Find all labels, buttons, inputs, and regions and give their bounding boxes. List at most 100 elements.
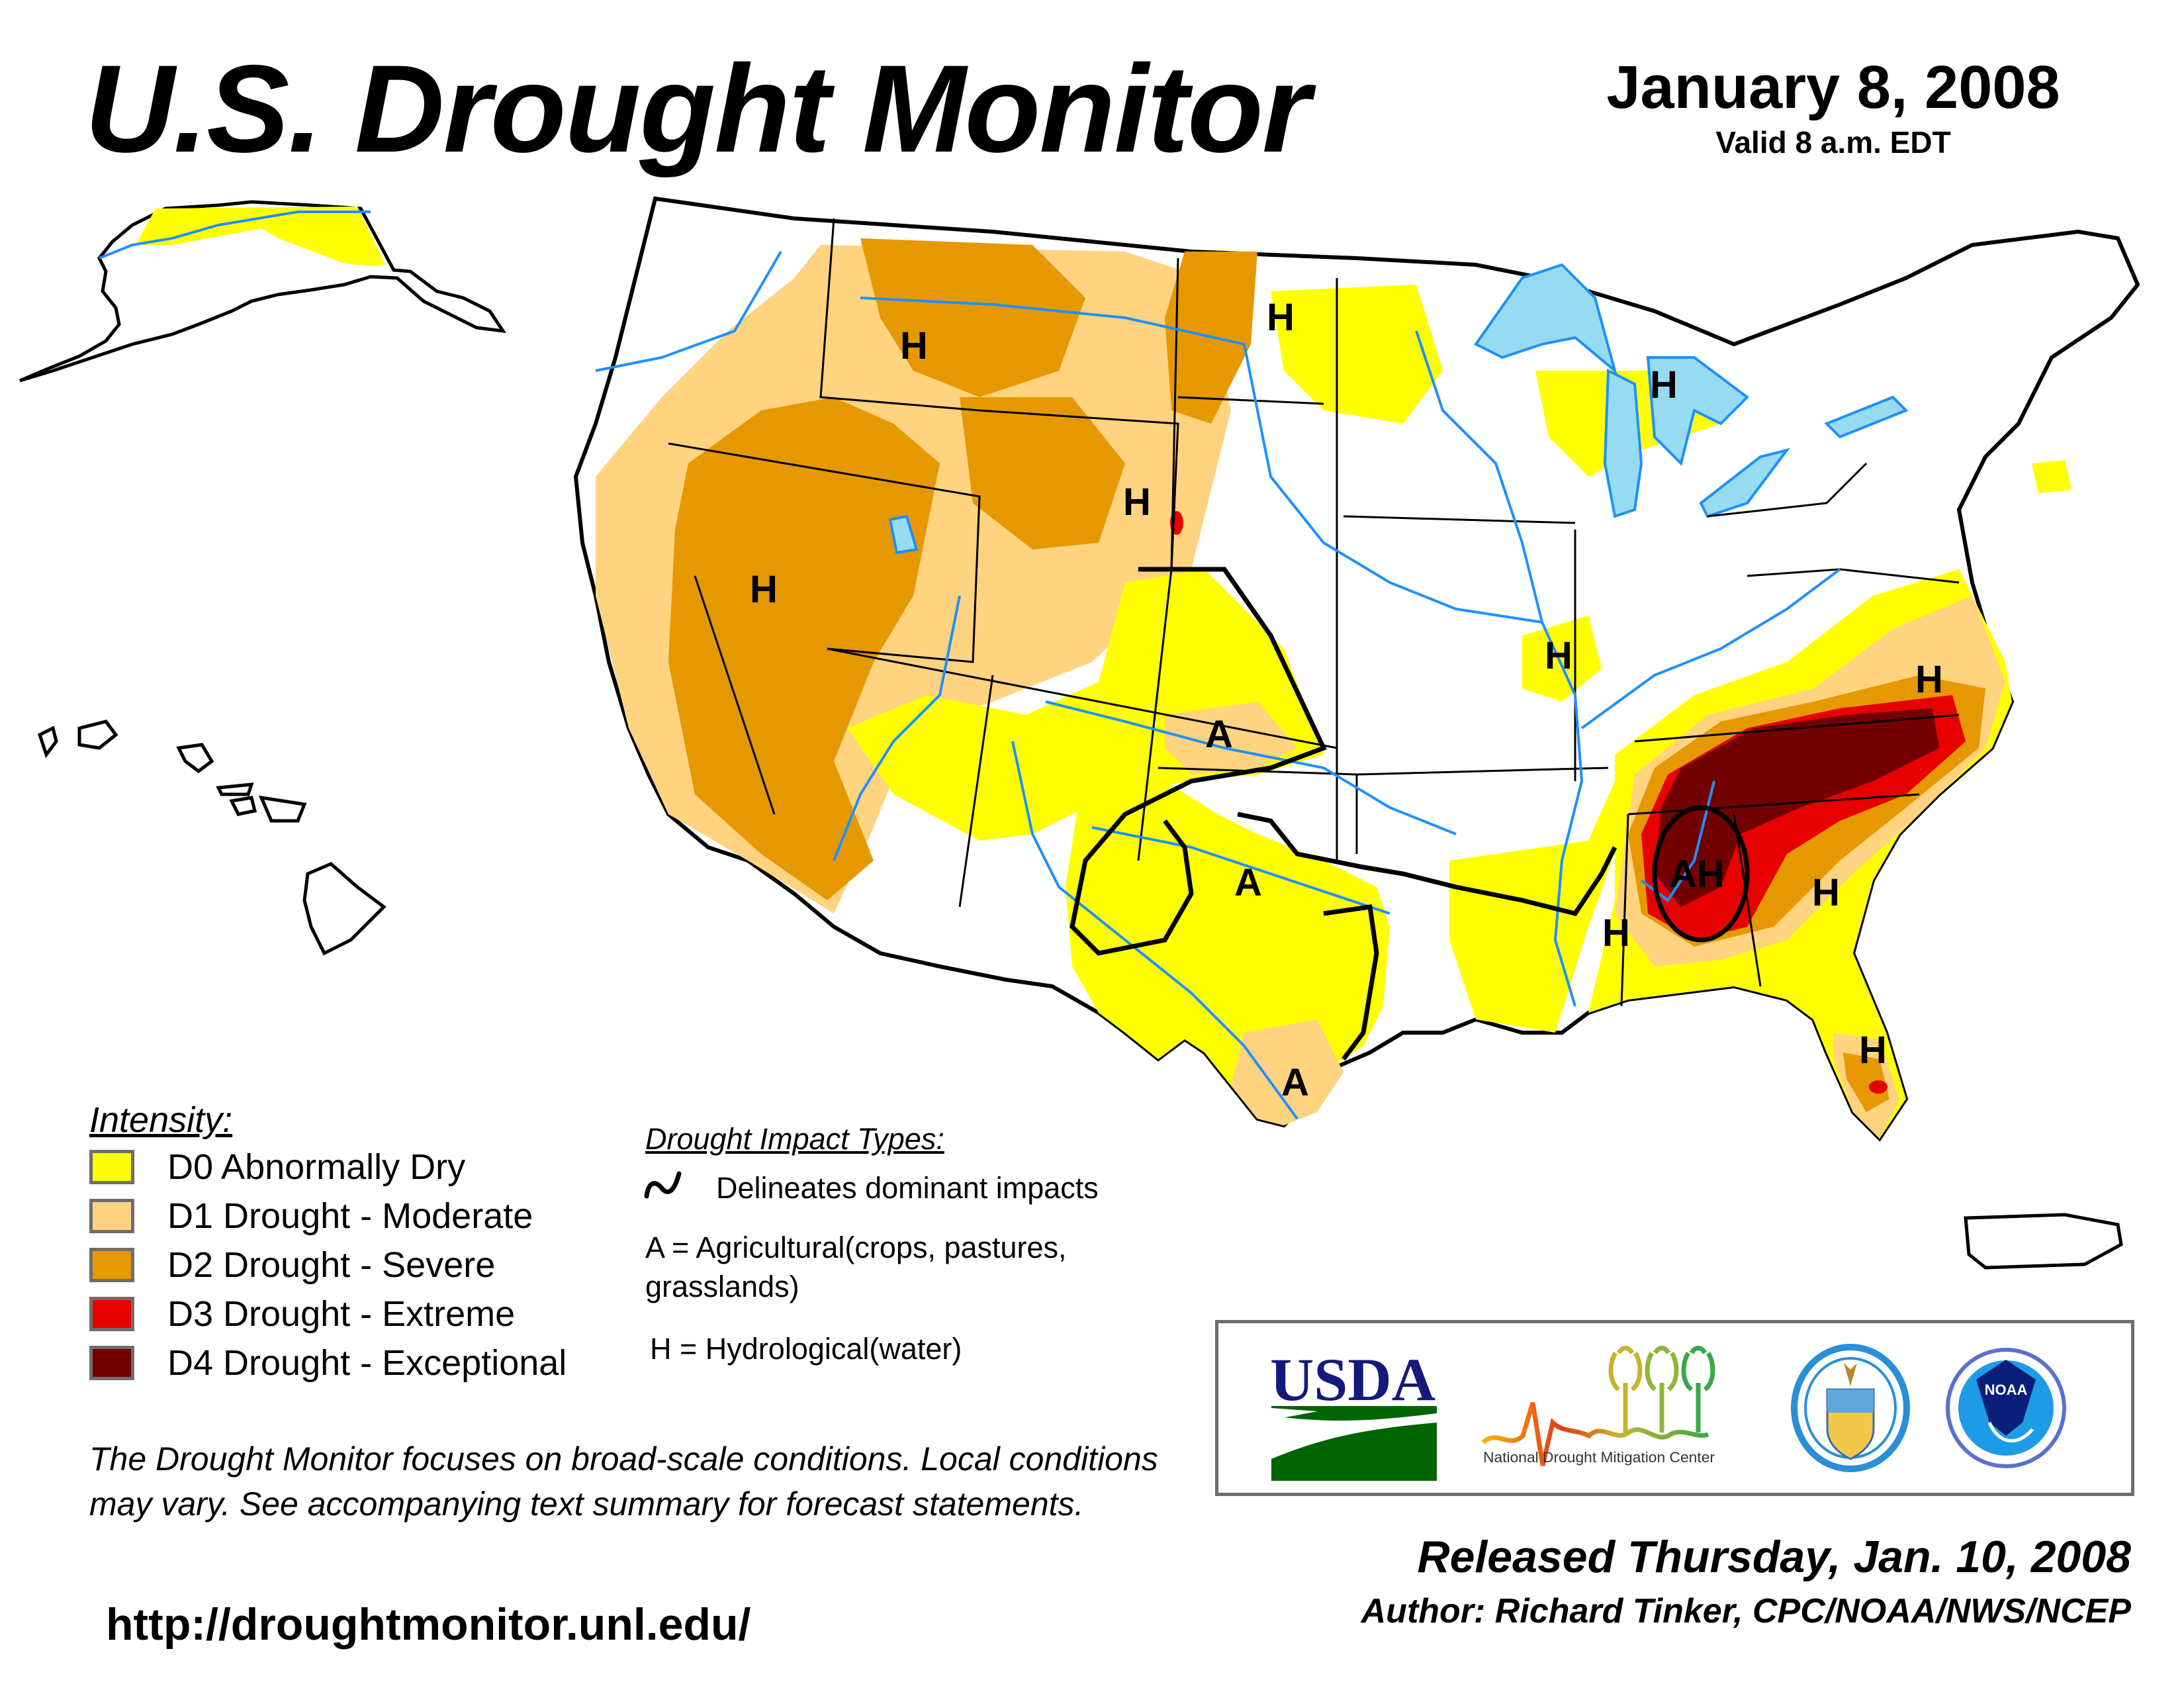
d2-area-wyoming	[960, 397, 1125, 549]
website-link[interactable]: http://droughtmonitor.unl.edu/	[106, 1599, 751, 1650]
d2-area-florida	[1843, 1053, 1889, 1112]
d2-area-nevada	[668, 397, 940, 900]
alaska-d0-area	[136, 207, 385, 266]
map-label-h: H	[1545, 634, 1572, 677]
impact-line-texas	[1237, 812, 1617, 916]
map-date: January 8, 2008	[1606, 54, 2060, 121]
state-border	[1177, 396, 1324, 405]
river-red	[1091, 826, 1390, 915]
river-missouri	[860, 297, 1543, 624]
hawaii	[37, 720, 387, 956]
map-label-h: H	[1267, 296, 1295, 339]
river-columbia	[595, 250, 782, 372]
page-title: U.S. Drought Monitor	[85, 39, 1310, 178]
map-label-ah: AH	[1669, 853, 1725, 896]
impact-line-texas-inner	[1323, 904, 1379, 1061]
legend-label: D3 Drought - Extreme	[167, 1294, 516, 1334]
legend-item-d0: D0 Abnormally Dry	[89, 1147, 465, 1187]
state-border	[827, 647, 1338, 749]
legend-item-d1: D1 Drought - Moderate	[89, 1196, 533, 1236]
noaa-logo-text: NOAA	[1985, 1382, 2028, 1398]
logos-svg: USDA National Drought Mitigation C	[1270, 1344, 2066, 1481]
river-ohio	[1580, 568, 1841, 729]
map-label-h: H	[1859, 1029, 1887, 1072]
d0-area-lower-miss	[1449, 741, 1655, 1033]
state-border	[1620, 814, 1629, 1007]
state-border	[1356, 767, 1609, 776]
impact-hydrological-label: H = Hydrological(water)	[650, 1332, 962, 1366]
hawaii-island	[229, 796, 257, 816]
lake-huron	[1646, 356, 1750, 466]
d0-area-upper-midwest	[1271, 285, 1443, 424]
hawaii-island	[37, 726, 58, 759]
map-label-h: H	[1812, 871, 1840, 914]
d0-area-new-england	[2032, 460, 2071, 493]
ndmc-logo-text: National Drought Mitigation Center	[1483, 1449, 1715, 1466]
state-border	[958, 675, 994, 908]
drought-areas	[596, 238, 2071, 1139]
river-colorado	[833, 595, 961, 861]
great-salt-lake	[888, 514, 919, 555]
legend-swatch-d1	[89, 1199, 134, 1233]
legend-title: Intensity:	[89, 1100, 233, 1140]
alaska	[19, 200, 507, 383]
ndmc-logo: National Drought Mitigation Center	[1481, 1346, 1715, 1466]
legend-swatch-d3	[89, 1297, 134, 1331]
state-border	[1343, 515, 1576, 524]
legend-label: D4 Drought - Exceptional	[167, 1343, 567, 1383]
lake-superior	[1474, 263, 1617, 375]
impact-lines	[1069, 567, 1750, 1061]
lake-erie	[1699, 447, 1790, 518]
map-label-h: H	[900, 324, 928, 367]
alaska-outline	[19, 200, 507, 383]
river-arkansas	[1045, 700, 1457, 835]
state-border	[819, 218, 980, 412]
legend-item-d3: D3 Drought - Extreme	[89, 1294, 515, 1334]
commerce-seal	[1791, 1344, 1910, 1472]
legend-label: D0 Abnormally Dry	[167, 1147, 466, 1187]
valid-time: Valid 8 a.m. EDT	[1715, 125, 1951, 160]
state-border	[979, 409, 1179, 570]
lake-michigan	[1603, 368, 1643, 518]
d1-area-south-texas	[1231, 1019, 1343, 1125]
usda-logo: USDA	[1270, 1346, 1437, 1481]
map-label-h: H	[1650, 363, 1678, 406]
impact-labels: H H H H H H H H H H A A A AH	[750, 296, 1943, 1104]
legend-item-d2: D2 Drought - Severe	[89, 1245, 495, 1285]
state-border	[1707, 462, 1868, 518]
map-label-a: A	[1205, 713, 1233, 756]
state-border	[668, 442, 981, 663]
legend-swatch-d0	[89, 1150, 134, 1184]
map-label-h: H	[750, 568, 778, 611]
hawaii-island	[216, 782, 254, 796]
d2-area-montana	[860, 238, 1085, 397]
noaa-logo: NOAA	[1946, 1348, 2066, 1468]
impact-line-icon	[644, 1171, 682, 1199]
river-rio-grande	[1011, 741, 1298, 1120]
lake-ontario	[1824, 395, 1909, 439]
great-lakes	[888, 263, 1909, 555]
partner-logos: USDA National Drought Mitigation C	[1215, 1320, 2134, 1496]
hawaii-island	[77, 720, 118, 750]
legend-item-d4: D4 Drought - Exceptional	[89, 1343, 567, 1383]
hawaii-island	[302, 862, 387, 956]
map-label-a: A	[1281, 1061, 1309, 1104]
legend-swatch-d2	[89, 1248, 134, 1282]
hawaii-island	[258, 795, 307, 823]
legend-label: D1 Drought - Moderate	[167, 1196, 533, 1236]
river-mississippi	[1415, 330, 1584, 1007]
puerto-rico	[1964, 1213, 2123, 1270]
rivers	[595, 250, 1841, 1120]
impact-delineates-label: Delineates dominant impacts	[716, 1171, 1099, 1205]
alaska-river	[99, 211, 371, 259]
author-credit: Author: Richard Tinker, CPC/NOAA/NWS/NCE…	[1361, 1592, 2131, 1630]
impact-line-alabama	[1652, 805, 1750, 943]
impact-line-plains	[1069, 567, 1327, 956]
legend-swatch-d4	[89, 1346, 134, 1380]
map-label-h: H	[1915, 658, 1943, 701]
state-border	[1733, 814, 1762, 987]
state-border	[1627, 793, 1920, 816]
impact-agricultural-label: A = Agricultural(crops, pastures, grassl…	[645, 1231, 1067, 1304]
impact-types-title: Drought Impact Types:	[645, 1122, 944, 1156]
